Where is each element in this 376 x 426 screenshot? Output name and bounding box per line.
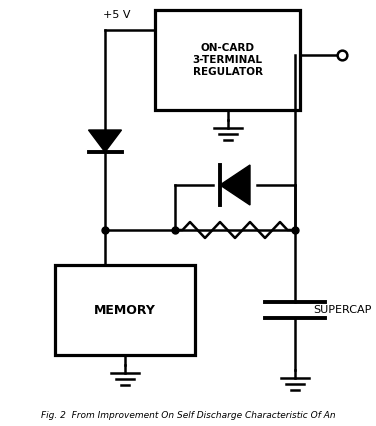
Bar	[155, 10, 300, 110]
Text: +5 V: +5 V	[103, 10, 130, 20]
Polygon shape	[88, 130, 121, 152]
Text: SUPERCAP: SUPERCAP	[313, 305, 371, 315]
Text: Fig. 2  From Improvement On Self Discharge Characteristic Of An: Fig. 2 From Improvement On Self Discharg…	[41, 411, 335, 420]
Bar	[55, 265, 195, 355]
Text: ON-CARD
3-TERMINAL
REGULATOR: ON-CARD 3-TERMINAL REGULATOR	[193, 43, 262, 78]
Text: MEMORY: MEMORY	[94, 303, 156, 317]
Polygon shape	[220, 165, 250, 205]
